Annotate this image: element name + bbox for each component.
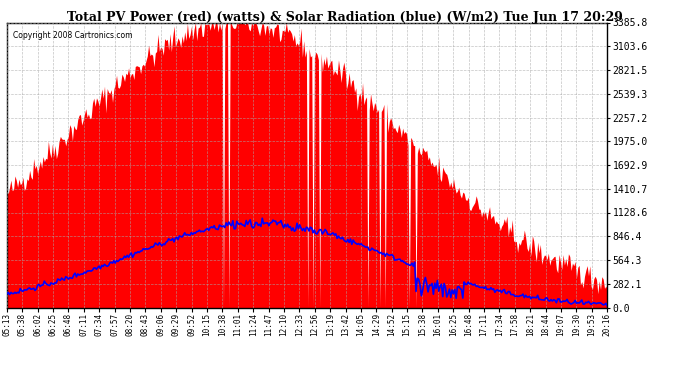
Text: Total PV Power (red) (watts) & Solar Radiation (blue) (W/m2) Tue Jun 17 20:29: Total PV Power (red) (watts) & Solar Rad…: [67, 11, 623, 24]
Text: Copyright 2008 Cartronics.com: Copyright 2008 Cartronics.com: [13, 31, 132, 40]
